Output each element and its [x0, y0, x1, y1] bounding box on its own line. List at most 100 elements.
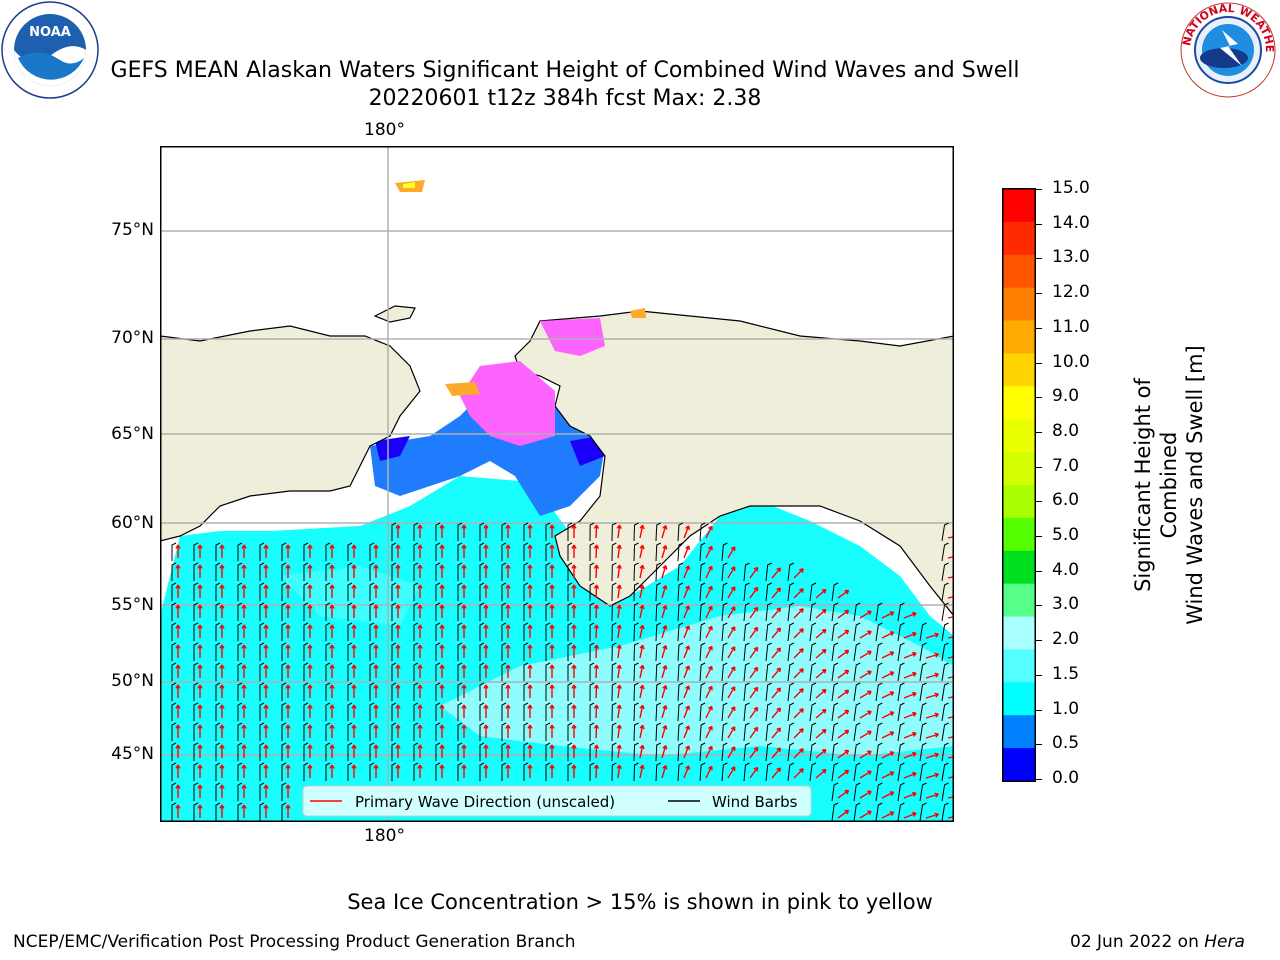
- wind-barb: [479, 762, 485, 781]
- wind-barb: [325, 742, 331, 761]
- wind-barb: [523, 682, 529, 701]
- colorbar-tick-label: 15.0: [1052, 178, 1090, 198]
- wave-direction-arrow: [925, 692, 939, 699]
- colorbar-tick-mark: [1036, 779, 1042, 780]
- wave-direction-arrow: [307, 664, 313, 678]
- wind-barb: [281, 722, 287, 741]
- wind-barb: [545, 742, 551, 761]
- wind-barb: [589, 582, 595, 602]
- wave-direction-arrow: [395, 564, 401, 578]
- wave-direction-arrow: [903, 771, 917, 779]
- wave-direction-legend-label: Primary Wave Direction (unscaled): [355, 793, 615, 811]
- wind-barb: [787, 602, 795, 622]
- wave-direction-arrow: [197, 764, 203, 778]
- wind-barb: [171, 802, 177, 821]
- wave-direction-arrow: [351, 604, 357, 618]
- wind-barb: [369, 642, 375, 661]
- wind-barb: [765, 562, 772, 582]
- wind-barb: [611, 602, 617, 622]
- wave-direction-arrow: [903, 651, 917, 659]
- wind-barb: [545, 762, 551, 781]
- wind-barb: [171, 762, 177, 781]
- wind-barb: [171, 622, 177, 641]
- wind-barb: [721, 662, 728, 682]
- wind-barb: [655, 602, 661, 622]
- colorbar-tick-label: 5.0: [1052, 525, 1080, 546]
- colorbar-segment: [1003, 353, 1035, 387]
- colorbar-tick-label: 2.0: [1052, 629, 1080, 650]
- wind-barb: [677, 542, 684, 562]
- colorbar-tick-label: 7.0: [1052, 455, 1080, 476]
- wave-direction-arrow: [373, 764, 379, 778]
- wind-barb: [523, 622, 529, 641]
- wind-barb: [391, 702, 397, 721]
- wind-barb: [391, 582, 397, 601]
- wave-direction-arrow: [527, 664, 533, 678]
- wind-barb: [545, 642, 551, 661]
- wave-direction-arrow: [197, 724, 203, 738]
- colorbar-tick-mark: [1036, 258, 1042, 260]
- wave-direction-arrow: [859, 610, 872, 619]
- wave-direction-arrow: [593, 584, 600, 599]
- wind-barb: [633, 642, 639, 662]
- wave-direction-arrow: [705, 545, 713, 559]
- wave-direction-arrow: [549, 644, 555, 658]
- wave-direction-arrow: [395, 584, 401, 598]
- wave-direction-arrow: [219, 804, 225, 818]
- wave-direction-arrow: [727, 766, 736, 779]
- wave-direction-arrow: [749, 726, 759, 739]
- wave-direction-arrow: [417, 724, 423, 738]
- wind-barb: [435, 742, 441, 761]
- wave-direction-arrow: [461, 624, 467, 638]
- wind-barb: [435, 722, 441, 741]
- wind-barb: [193, 602, 199, 621]
- wave-direction-arrow: [593, 684, 600, 699]
- colorbar-tick-mark: [1036, 605, 1042, 607]
- wave-direction-arrow: [661, 525, 668, 539]
- wave-direction-arrow: [505, 564, 511, 578]
- wind-barb: [259, 582, 265, 601]
- wave-direction-arrow: [307, 704, 313, 718]
- wave-direction-arrow: [263, 704, 269, 718]
- wave-direction-arrow: [793, 748, 804, 759]
- colorbar-tick-mark: [1036, 640, 1042, 642]
- wave-direction-arrow: [219, 684, 225, 698]
- wind-barb: [633, 602, 639, 622]
- wind-barb: [919, 762, 927, 782]
- wave-direction-arrow: [947, 735, 954, 739]
- wind-barb: [853, 782, 861, 802]
- wave-direction-arrow: [881, 811, 895, 819]
- wave-direction-arrow: [373, 684, 379, 698]
- wind-barb: [919, 702, 927, 722]
- wind-barb: [501, 722, 507, 741]
- wind-barb: [919, 802, 927, 822]
- wave-direction-arrow: [947, 655, 954, 659]
- wave-direction-arrow: [727, 686, 736, 699]
- wave-direction-arrow: [219, 664, 225, 678]
- wave-direction-arrow: [683, 545, 691, 559]
- wave-direction-arrow: [683, 605, 691, 619]
- wind-barb: [809, 642, 817, 662]
- wave-direction-arrow: [925, 632, 939, 639]
- wave-direction-arrow: [461, 584, 467, 598]
- wave-direction-arrow: [241, 724, 247, 738]
- wind-barb: [897, 642, 905, 662]
- wind-barb: [347, 702, 353, 721]
- wave-direction-arrow: [505, 604, 511, 618]
- wave-direction-arrow: [483, 744, 489, 758]
- wave-direction-arrow: [439, 544, 445, 558]
- wind-barb: [501, 682, 507, 701]
- wind-barb: [413, 682, 419, 701]
- wave-direction-arrow: [351, 744, 357, 758]
- colorbar-segment: [1003, 682, 1035, 716]
- wind-barb: [523, 602, 529, 621]
- wave-direction-arrow: [329, 704, 335, 718]
- wind-barb: [457, 742, 463, 761]
- shelf-deep-shallow: [375, 436, 605, 466]
- wind-barb: [391, 742, 397, 761]
- wave-direction-arrow: [903, 671, 917, 679]
- wind-barbs-legend-label: Wind Barbs: [712, 793, 798, 811]
- wave-direction-arrow: [527, 644, 533, 658]
- wave-direction-arrow: [505, 764, 511, 778]
- wave-direction-arrow: [285, 624, 291, 638]
